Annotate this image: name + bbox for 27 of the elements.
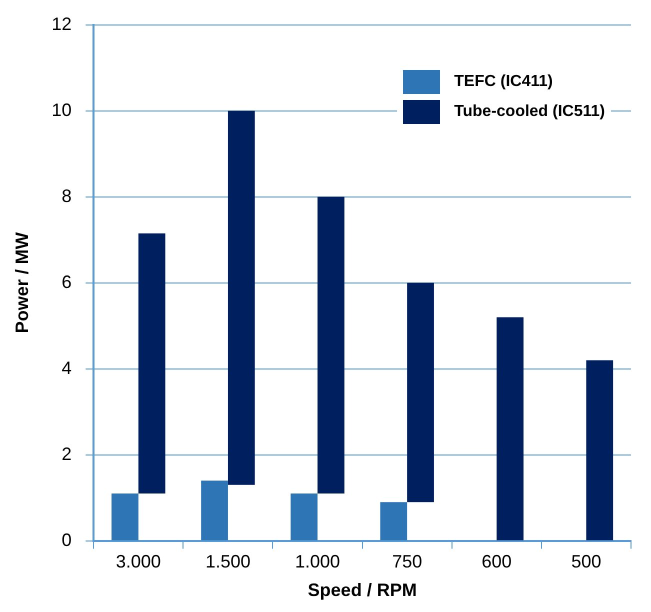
x-axis-title: Speed / RPM: [308, 580, 417, 600]
legend-label: TEFC (IC411): [454, 73, 553, 91]
x-tick-label: 500: [571, 552, 602, 572]
bar: [138, 233, 166, 494]
y-tick-label: 4: [62, 358, 72, 378]
y-tick-label: 8: [62, 186, 72, 206]
y-tick-label: 10: [52, 100, 72, 120]
x-tick-label: 1.000: [295, 552, 340, 572]
bar: [380, 502, 408, 540]
bar: [318, 196, 344, 494]
x-tick-label: 750: [392, 552, 422, 572]
x-tick-label: 3.000: [116, 552, 161, 572]
bar: [407, 282, 434, 502]
y-tick-label: 0: [62, 530, 72, 550]
x-tick-label: 1.500: [205, 552, 250, 572]
y-tick-label: 6: [62, 272, 72, 292]
bar: [228, 110, 255, 485]
bar: [290, 494, 318, 540]
bar: [112, 494, 138, 540]
bar: [496, 317, 524, 540]
bar: [201, 480, 228, 540]
y-tick-label: 12: [52, 14, 72, 34]
y-tick-label: 2: [62, 444, 72, 464]
y-axis-title: Power / MW: [12, 232, 32, 334]
legend-label: Tube-cooled (IC511): [454, 103, 605, 121]
x-tick-label: 600: [482, 552, 512, 572]
bar: [586, 360, 614, 540]
